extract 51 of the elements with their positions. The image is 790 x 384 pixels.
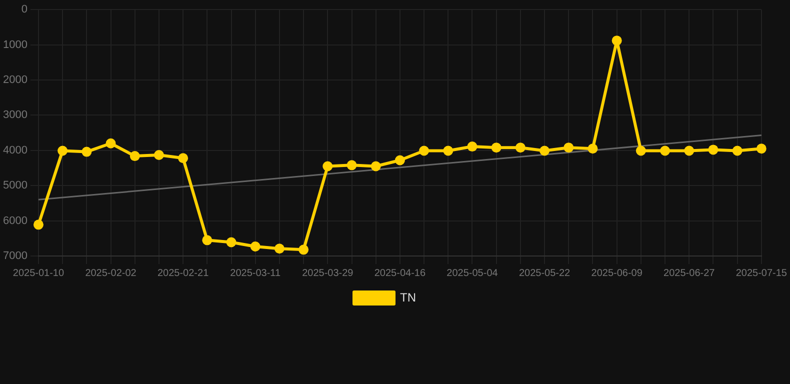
x-tick-label: 2025-04-16 xyxy=(374,268,426,279)
point xyxy=(58,146,68,156)
point xyxy=(346,160,357,170)
y-tick-label: 6000 xyxy=(2,214,28,227)
x-tick-label: 2025-03-29 xyxy=(302,268,354,279)
y-tick-label: 4000 xyxy=(2,144,28,156)
point xyxy=(564,142,574,153)
x-tick-label: 2025-05-22 xyxy=(518,268,571,279)
point xyxy=(419,146,430,156)
point xyxy=(708,144,718,155)
point xyxy=(130,151,140,162)
x-tick-label: 2025-06-27 xyxy=(664,268,716,279)
point xyxy=(82,146,92,157)
point xyxy=(732,146,742,156)
point xyxy=(684,146,694,156)
x-tick-label: 2025-05-04 xyxy=(446,268,498,279)
point xyxy=(33,220,44,230)
y-tick-label: 3000 xyxy=(2,109,28,122)
x-tick-label: 2025-01-10 xyxy=(12,268,64,279)
point xyxy=(274,244,284,254)
point xyxy=(322,161,333,172)
y-tick-label: 5000 xyxy=(2,180,28,192)
point xyxy=(467,142,478,152)
point xyxy=(250,241,260,252)
x-tick-label: 2025-02-21 xyxy=(157,268,210,279)
point xyxy=(226,237,236,248)
point xyxy=(540,146,550,156)
point xyxy=(370,161,381,172)
point xyxy=(394,155,405,166)
point xyxy=(588,144,598,154)
point xyxy=(443,146,454,156)
point xyxy=(636,146,646,156)
point xyxy=(178,153,188,164)
point xyxy=(756,144,766,154)
x-tick-label: 2025-02-02 xyxy=(85,268,137,279)
point xyxy=(106,138,116,148)
y-tick-label: 7000 xyxy=(2,250,28,262)
x-tick-label: 2025-07-15 xyxy=(736,268,788,279)
legend-label: TN xyxy=(400,290,416,304)
y-tick-label: 2000 xyxy=(2,74,28,86)
point xyxy=(612,36,622,46)
point xyxy=(515,142,526,153)
x-tick-label: 2025-03-11 xyxy=(230,268,281,279)
y-tick-label: 0 xyxy=(21,4,28,16)
point xyxy=(491,142,502,153)
y-tick-label: 1000 xyxy=(2,38,28,51)
point xyxy=(154,150,164,160)
point xyxy=(660,146,670,156)
point xyxy=(202,235,212,246)
point xyxy=(298,244,309,255)
x-tick-label: 2025-06-09 xyxy=(591,268,643,279)
